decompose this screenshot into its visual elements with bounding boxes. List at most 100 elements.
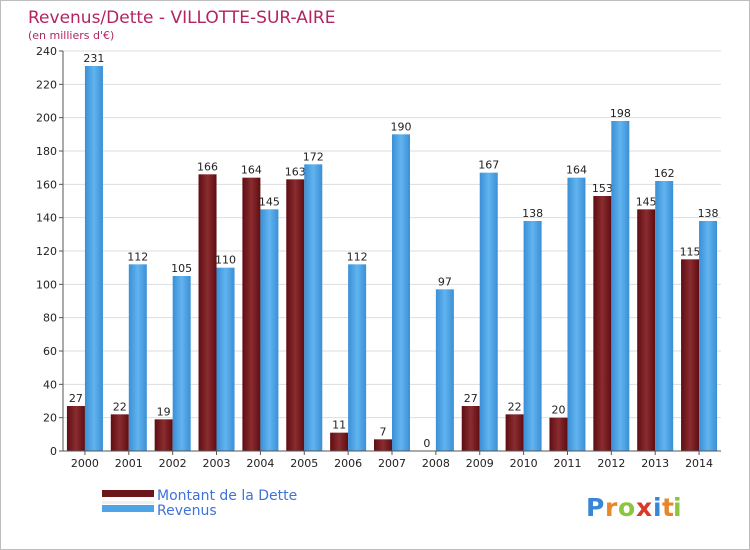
y-tick-label: 240	[36, 45, 57, 58]
legend-swatch-dette	[102, 490, 154, 497]
data-label-revenus-2004: 145	[259, 195, 280, 208]
legend-label-revenus: Revenus	[157, 503, 217, 519]
y-tick-label: 0	[50, 445, 57, 458]
x-tick-label: 2007	[378, 457, 406, 470]
y-tick-label: 60	[43, 345, 57, 358]
data-label-dette-2002: 19	[157, 405, 171, 418]
y-tick-label: 140	[36, 212, 57, 225]
data-label-dette-2009: 27	[464, 392, 478, 405]
data-label-revenus-2010: 138	[522, 207, 543, 220]
bars: 27 231 22 112 19 105 166 110 164 145 163 172 11 112 7 1…	[66, 52, 719, 452]
bar-revenus-2006	[348, 264, 367, 451]
legend-label-dette: Montant de la Dette	[157, 488, 297, 504]
x-tick-label: 2006	[334, 457, 362, 470]
data-label-revenus-2001: 112	[127, 250, 148, 263]
logo-letter: r	[605, 493, 618, 522]
bar-revenus-2005	[304, 164, 323, 452]
bar-revenus-2014	[699, 221, 718, 451]
bar-revenus-2003	[216, 267, 235, 451]
y-tick-label: 160	[36, 178, 57, 191]
bar-dette-2009	[461, 406, 480, 451]
data-label-revenus-2014: 138	[698, 207, 719, 220]
data-label-dette-2012: 153	[592, 182, 613, 195]
x-tick-label: 2002	[159, 457, 187, 470]
bar-dette-2002	[154, 419, 173, 451]
x-tick-label: 2012	[597, 457, 625, 470]
x-tick-label: 2008	[422, 457, 450, 470]
data-label-revenus-2009: 167	[478, 159, 499, 172]
data-label-revenus-2002: 105	[171, 262, 192, 275]
data-label-revenus-2005: 172	[303, 150, 324, 163]
logo-letter: t	[662, 493, 674, 522]
data-label-dette-2008: 0	[423, 437, 430, 450]
data-label-dette-2004: 164	[241, 164, 262, 177]
data-label-dette-2011: 20	[551, 404, 565, 417]
data-label-dette-2001: 22	[113, 400, 127, 413]
x-tick-label: 2009	[466, 457, 494, 470]
x-tick-label: 2014	[685, 457, 713, 470]
x-tick-label: 2011	[553, 457, 581, 470]
bar-dette-2000	[66, 406, 85, 451]
bar-dette-2001	[110, 414, 129, 451]
y-tick-label: 20	[43, 412, 57, 425]
bar-revenus-2012	[611, 121, 630, 451]
data-label-dette-2007: 7	[380, 425, 387, 438]
data-label-revenus-2013: 162	[654, 167, 675, 180]
bar-dette-2013	[637, 209, 656, 451]
x-axis-ticks: 2000 2001 2002 2003 2004 2005 2006 2007 2008 2009…	[71, 451, 713, 470]
x-tick-label: 2000	[71, 457, 99, 470]
data-label-dette-2003: 166	[197, 160, 218, 173]
bar-dette-2010	[505, 414, 524, 451]
y-axis-ticks: 0 20 40 60 80 100 120 140 160 180 200 220 240	[36, 45, 63, 458]
y-tick-label: 80	[43, 312, 57, 325]
logo-letter: x	[636, 493, 652, 522]
x-tick-label: 2005	[290, 457, 318, 470]
data-label-revenus-2011: 164	[566, 164, 587, 177]
data-label-dette-2010: 22	[508, 400, 522, 413]
bar-dette-2004	[242, 177, 261, 451]
x-tick-label: 2013	[641, 457, 669, 470]
data-label-dette-2013: 145	[636, 195, 657, 208]
bar-revenus-2010	[523, 221, 542, 451]
chart-title: Revenus/Dette - VILLOTTE-SUR-AIRE	[28, 8, 335, 28]
data-label-dette-2005: 163	[285, 165, 306, 178]
legend: Montant de la Dette Revenus	[102, 488, 297, 519]
bar-dette-2014	[681, 259, 700, 451]
bar-dette-2007	[374, 439, 392, 451]
bar-revenus-2007	[392, 134, 410, 452]
data-label-revenus-2006: 112	[347, 250, 368, 263]
x-tick-label: 2010	[510, 457, 538, 470]
bar-revenus-2011	[567, 177, 586, 451]
logo-letter: i	[673, 493, 682, 522]
y-tick-label: 220	[36, 78, 57, 91]
y-tick-label: 120	[36, 245, 57, 258]
data-label-revenus-2008: 97	[438, 275, 452, 288]
bar-dette-2005	[286, 179, 305, 452]
x-tick-label: 2004	[246, 457, 274, 470]
y-tick-label: 200	[36, 112, 57, 125]
bar-dette-2012	[593, 196, 612, 451]
legend-swatch-gap	[102, 501, 154, 504]
data-label-revenus-2007: 190	[391, 120, 412, 133]
y-tick-label: 40	[43, 378, 57, 391]
data-label-dette-2000: 27	[69, 392, 83, 405]
bar-dette-2003	[198, 174, 217, 452]
data-label-dette-2014: 115	[680, 245, 701, 258]
bar-revenus-2004	[260, 209, 279, 451]
bar-dette-2006	[330, 432, 349, 451]
logo-letter: i	[653, 493, 662, 522]
chart-subtitle: (en milliers d'€)	[28, 29, 114, 42]
legend-swatch-revenus	[102, 505, 154, 512]
data-label-revenus-2012: 198	[610, 107, 631, 120]
data-label-revenus-2003: 110	[215, 254, 236, 267]
bar-dette-2011	[549, 417, 568, 451]
data-label-revenus-2000: 231	[83, 52, 104, 65]
bar-revenus-2002	[172, 276, 191, 451]
x-tick-label: 2001	[115, 457, 143, 470]
logo-letter: o	[618, 493, 635, 522]
logo-letter: P	[586, 493, 604, 522]
y-tick-label: 100	[36, 278, 57, 291]
